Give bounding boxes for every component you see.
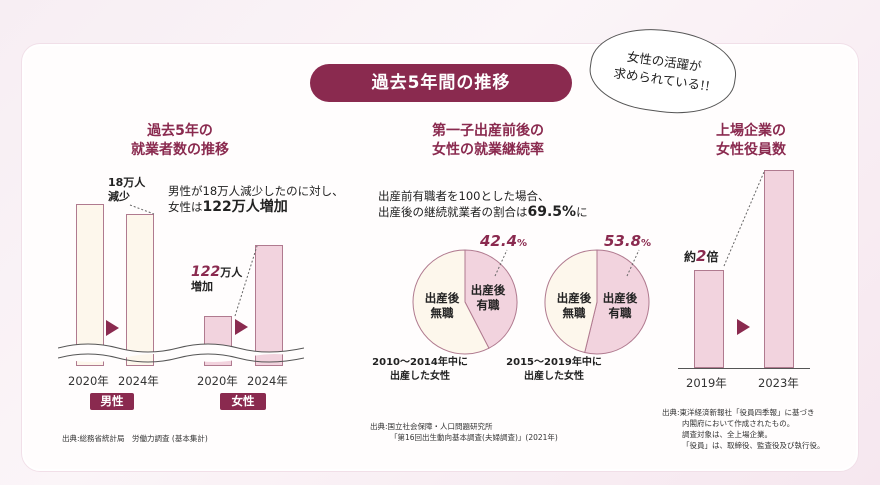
- continuation-source: 出典:国立社会保障・人口問題研究所 「第16回出生動向基本調査(夫婦調査)」(2…: [370, 421, 558, 443]
- exec-leader-line: [723, 171, 765, 267]
- continuation-source-l2: 「第16回出生動向基本調査(夫婦調査)」(2021年): [390, 433, 558, 442]
- pie1-unemployed-l2: 無職: [430, 306, 454, 320]
- pie1-employed-label: 出産後 有職: [468, 283, 508, 313]
- executives-title: 上場企業の 女性役員数: [686, 122, 816, 160]
- female-year-2024: 2024年: [247, 374, 288, 388]
- pie1-slice-employed: [464, 249, 518, 349]
- exec-arrow-icon: [737, 319, 750, 335]
- male-tag: 男性: [90, 393, 134, 410]
- employment-title-line-1: 過去5年の: [147, 123, 213, 139]
- male-arrow-icon: [106, 320, 119, 336]
- axis-break-wave: [58, 343, 304, 363]
- executives-source-l1: 出典:東洋経済新報社「役員四季報」に基づき: [662, 408, 815, 417]
- female-arrow-icon: [235, 319, 248, 335]
- pie1-employed-l1: 出産後: [470, 283, 506, 297]
- pie2-employed-l1: 出産後: [602, 291, 638, 305]
- exec-2023-bar: [764, 170, 794, 368]
- pie2-caption-l2: 出産した女性: [524, 371, 584, 382]
- exec-multiplier-prefix: 約: [684, 250, 697, 264]
- exec-year-2019: 2019年: [686, 376, 727, 390]
- pie2-slice-employed: [584, 249, 650, 355]
- employment-note-line-2: 女性は122万人増加: [168, 199, 368, 215]
- continuation-source-l1: 出典:国立社会保障・人口問題研究所: [370, 422, 493, 431]
- continuation-title-line-2: 女性の就業継続率: [432, 142, 544, 158]
- male-2024-bar: [126, 214, 154, 366]
- female-change-num: 122: [191, 264, 221, 280]
- male-year-2020: 2020年: [68, 374, 109, 388]
- executives-source-l2: 内閣府において作成されたもの。: [682, 419, 795, 428]
- executives-title-line-2: 女性役員数: [716, 142, 786, 158]
- male-change-word: 減少: [108, 190, 130, 203]
- pie1-percent-unit: %: [517, 238, 528, 249]
- continuation-note: 出産前有職者を100とした場合、 出産後の継続就業者の割合は69.5%に: [378, 188, 648, 220]
- continuation-note-prefix: 出産後の継続就業者の割合は: [378, 205, 528, 219]
- employment-note-bold: 122万人増加: [202, 199, 288, 215]
- executives-source-l4: 「役員」は、取締役、監査役及び執行役。: [682, 441, 825, 450]
- executives-title-line-1: 上場企業の: [716, 123, 786, 139]
- pie2-employed-l2: 有職: [608, 306, 632, 320]
- continuation-note-line-2: 出産後の継続就業者の割合は69.5%に: [378, 204, 648, 220]
- pie2-percent-value: 53.8: [604, 232, 642, 250]
- female-change-unit: 万人: [220, 266, 243, 279]
- exec-year-2023: 2023年: [758, 376, 799, 390]
- male-change-label: 18万人 減少: [108, 176, 145, 204]
- female-tag: 女性: [220, 393, 266, 410]
- pie-charts: [412, 249, 650, 355]
- pie1-unemployed-label: 出産後 無職: [422, 291, 462, 321]
- continuation-note-bold: 69.5%: [527, 204, 577, 220]
- pie1-percent-value: 42.4: [480, 232, 518, 250]
- page-title: 過去5年間の推移: [310, 64, 572, 102]
- executives-source: 出典:東洋経済新報社「役員四季報」に基づき 内閣府において作成されたもの。 調査…: [662, 407, 825, 451]
- pie1-caption: 2010〜2014年中に 出産した女性: [360, 356, 480, 384]
- pie1-caption-l2: 出産した女性: [390, 371, 450, 382]
- pie2-unemployed-l2: 無職: [562, 306, 586, 320]
- pie2-employed-label: 出産後 有職: [600, 291, 640, 321]
- pie2-percent: 53.8%: [604, 232, 651, 250]
- employment-title: 過去5年の 就業者数の推移: [95, 122, 265, 160]
- employment-note: 男性が18万人減少したのに対し、 女性は122万人増加: [168, 183, 368, 215]
- pie2-slice-unemployed: [544, 249, 598, 354]
- male-leader-line: [129, 204, 155, 215]
- pie1-leader-line: [494, 249, 508, 277]
- male-change-num: 18万人: [108, 176, 146, 189]
- continuation-note-suffix: に: [576, 205, 588, 219]
- pie2-percent-unit: %: [641, 238, 652, 249]
- continuation-title-line-1: 第一子出産前後の: [432, 123, 544, 139]
- executives-source-l3: 調査対象は、全上場企業。: [682, 430, 772, 439]
- female-change-word: 増加: [191, 280, 213, 293]
- pie2-caption: 2015〜2019年中に 出産した女性: [494, 356, 614, 384]
- male-year-2024: 2024年: [118, 374, 159, 388]
- pie2-leader-line: [626, 249, 640, 277]
- pie2-caption-l1: 2015〜2019年中に: [506, 357, 602, 368]
- pie1-caption-l1: 2010〜2014年中に: [372, 357, 468, 368]
- pie2-unemployed-l1: 出産後: [556, 291, 592, 305]
- employment-note-prefix: 女性は: [168, 200, 203, 214]
- exec-multiplier: 約2倍: [684, 247, 719, 265]
- continuation-title: 第一子出産前後の 女性の就業継続率: [398, 122, 578, 160]
- exec-2019-bar: [694, 270, 724, 368]
- pie1-employed-l2: 有職: [476, 298, 500, 312]
- pie1-unemployed-l1: 出産後: [424, 291, 460, 305]
- exec-multiplier-suffix: 倍: [706, 250, 719, 264]
- female-year-2020: 2020年: [197, 374, 238, 388]
- female-2024-bar: [255, 245, 283, 366]
- exec-baseline: [678, 368, 810, 369]
- pie2-unemployed-label: 出産後 無職: [554, 291, 594, 321]
- male-2020-bar: [76, 204, 104, 366]
- female-change-label: 122万人 増加: [191, 265, 242, 294]
- female-leader-line: [234, 245, 258, 317]
- employment-source: 出典:総務省統計局 労働力調査 (基本集計): [62, 434, 208, 443]
- pie1-percent: 42.4%: [480, 232, 527, 250]
- pie1-slice-unemployed: [412, 249, 490, 355]
- exec-multiplier-num: 2: [696, 247, 707, 265]
- female-change-top: 122万人: [191, 265, 242, 280]
- employment-note-line-1: 男性が18万人減少したのに対し、: [168, 184, 344, 198]
- continuation-note-line-1: 出産前有職者を100とした場合、: [378, 189, 550, 203]
- employment-title-line-2: 就業者数の推移: [131, 142, 229, 158]
